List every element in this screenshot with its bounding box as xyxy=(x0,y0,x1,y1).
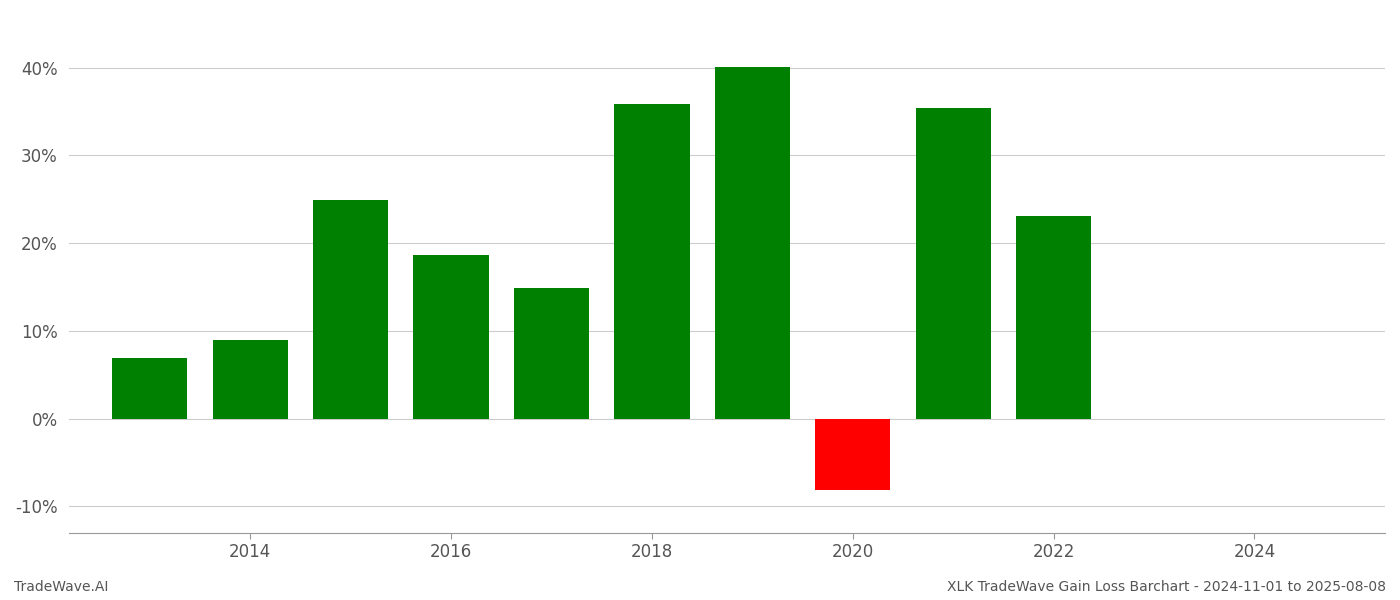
Bar xyxy=(314,200,388,419)
Bar xyxy=(213,340,288,419)
Bar xyxy=(916,108,991,419)
Bar xyxy=(815,419,890,490)
Text: XLK TradeWave Gain Loss Barchart - 2024-11-01 to 2025-08-08: XLK TradeWave Gain Loss Barchart - 2024-… xyxy=(946,580,1386,594)
Bar xyxy=(413,256,489,419)
Text: TradeWave.AI: TradeWave.AI xyxy=(14,580,108,594)
Bar xyxy=(1016,216,1091,419)
Bar xyxy=(112,358,188,419)
Bar xyxy=(615,104,690,419)
Bar xyxy=(714,67,790,419)
Bar xyxy=(514,288,589,419)
